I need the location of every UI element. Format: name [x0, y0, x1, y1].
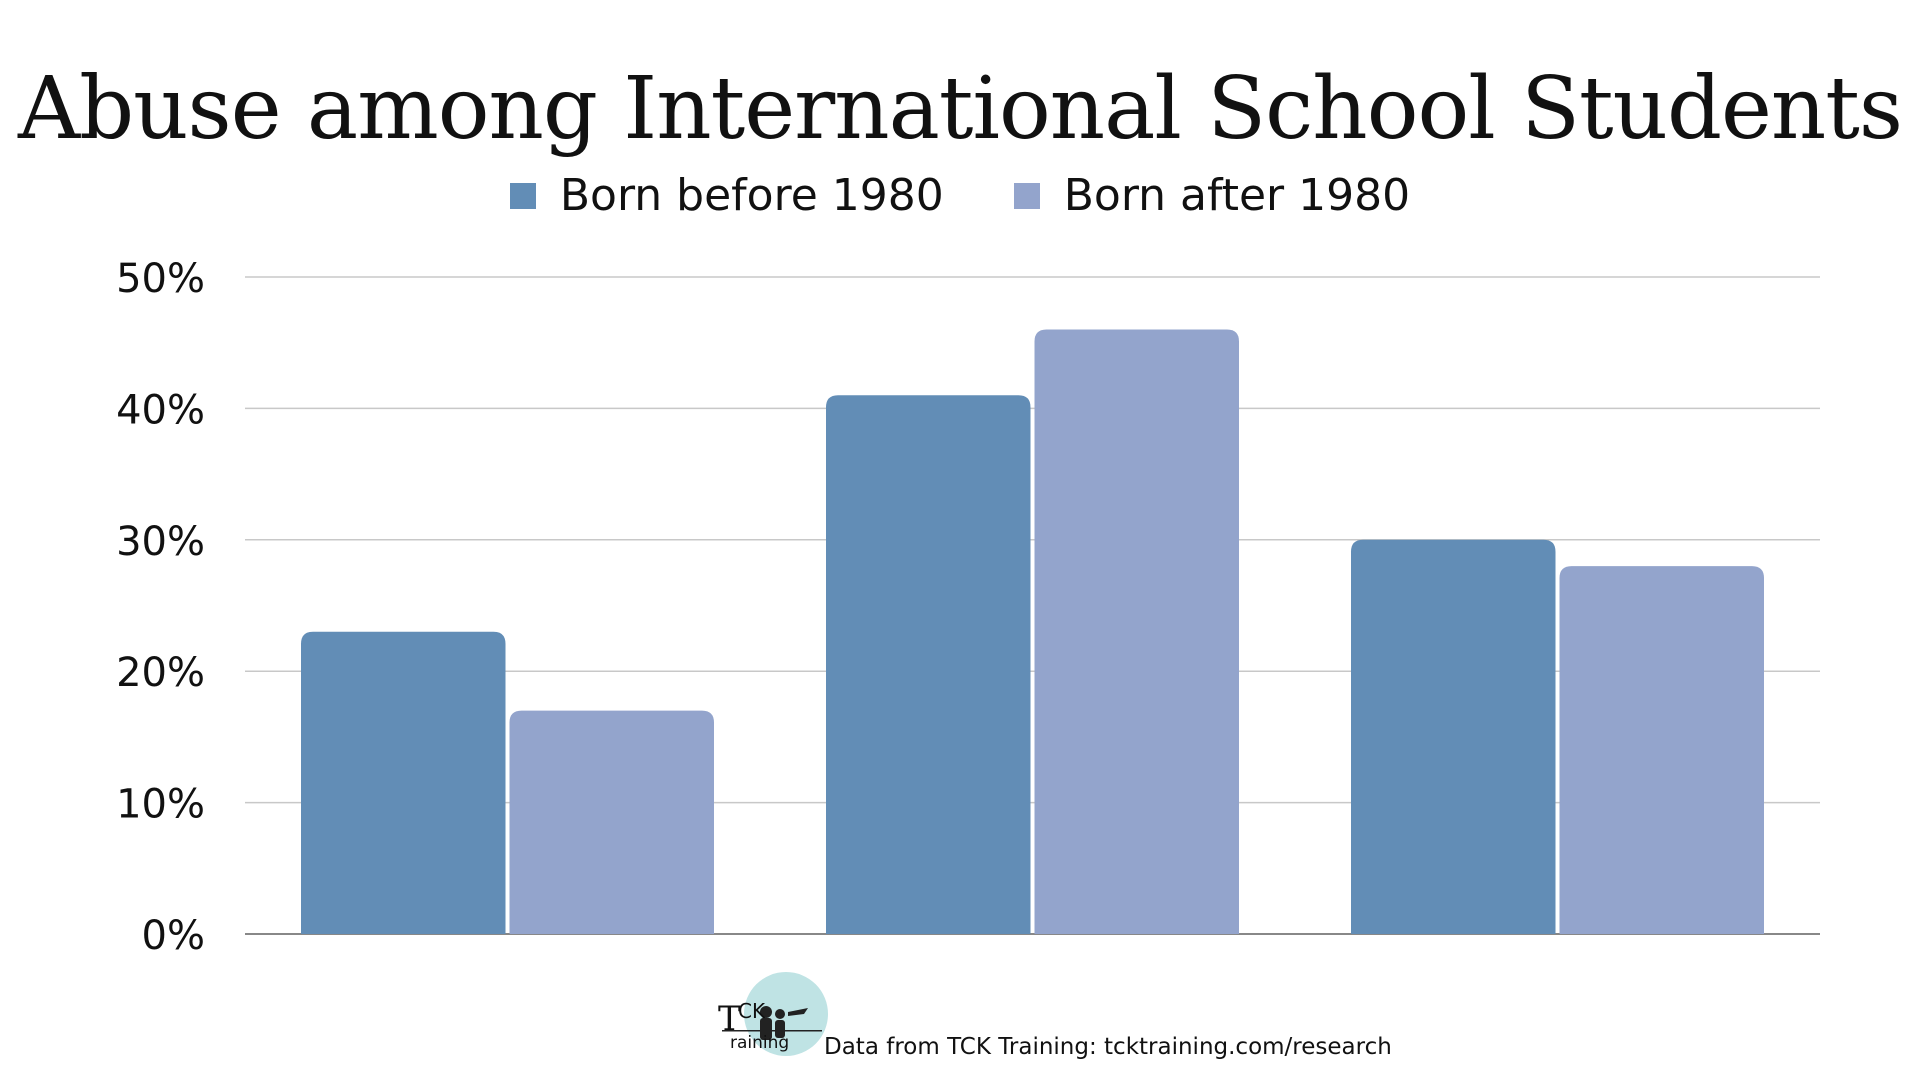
- y-tick-label: 20%: [116, 650, 205, 696]
- y-tick-label: 40%: [116, 387, 205, 433]
- logo-text-raining: raining: [730, 1033, 789, 1053]
- bar-sexual-abuse-born-after-1980: [1559, 566, 1764, 934]
- logo-figure-icon-2: [775, 1009, 785, 1019]
- chart-title: Abuse among International School Student…: [18, 59, 1903, 159]
- legend-label-born-after-1980: Born after 1980: [1063, 170, 1411, 221]
- bar-emotional-abuse-born-after-1980: [1034, 329, 1239, 934]
- logo-ground-line: [722, 1030, 822, 1032]
- y-tick-label: 50%: [116, 256, 205, 302]
- x-tick-label: Physical Abuse: [343, 957, 672, 960]
- legend-label-born-before-1980: Born before 1980: [559, 170, 944, 221]
- legend-swatch-born-after-1980: [1013, 182, 1040, 209]
- legend-item-born-after-1980: Born after 1980: [1013, 170, 1411, 221]
- logo-text-ck: CK: [738, 999, 766, 1023]
- gridlines: [245, 276, 1820, 935]
- logo-airplane-icon: [788, 1008, 808, 1016]
- legend-item-born-before-1980: Born before 1980: [509, 170, 944, 221]
- y-tick-label: 0%: [142, 913, 205, 959]
- logo-figure-body-icon-2: [775, 1020, 785, 1038]
- bar-physical-abuse-born-before-1980: [301, 631, 506, 934]
- y-tick-label: 10%: [116, 782, 205, 828]
- tck-training-logo: T CK raining: [718, 972, 828, 1056]
- logo-figure-icon: [760, 1006, 772, 1018]
- logo-letter-t: T: [718, 999, 741, 1039]
- x-tick-label: Emotional Abuse: [847, 957, 1218, 960]
- bar-chart: 0% 10% 20% 30% 40% 50% Physical Abuse Emotiona…: [116, 256, 1820, 960]
- legend: Born before 1980 Born after 1980: [0, 170, 1920, 221]
- x-tick-label: Sexual Abuse: [1409, 957, 1706, 960]
- bar-emotional-abuse-born-before-1980: [826, 395, 1031, 934]
- bar-sexual-abuse-born-before-1980: [1351, 539, 1556, 934]
- x-axis-ticks: Physical Abuse Emotional Abuse Sexual Abus…: [343, 957, 1706, 960]
- bars: [301, 329, 1764, 934]
- legend-swatch-born-before-1980: [509, 182, 536, 209]
- footer: T CK raining Data from TCK Training: tck…: [712, 968, 1432, 1068]
- logo-figure-body-icon: [760, 1018, 772, 1040]
- y-tick-label: 30%: [116, 519, 205, 565]
- bar-physical-abuse-born-after-1980: [509, 710, 714, 934]
- source-note: Data from TCK Training: tcktraining.com/…: [824, 1034, 1392, 1060]
- y-axis-ticks: 0% 10% 20% 30% 40% 50%: [116, 256, 205, 959]
